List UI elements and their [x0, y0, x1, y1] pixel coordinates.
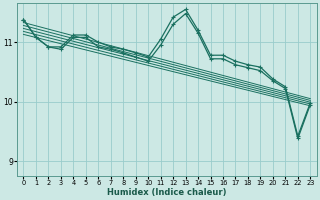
X-axis label: Humidex (Indice chaleur): Humidex (Indice chaleur): [107, 188, 227, 197]
